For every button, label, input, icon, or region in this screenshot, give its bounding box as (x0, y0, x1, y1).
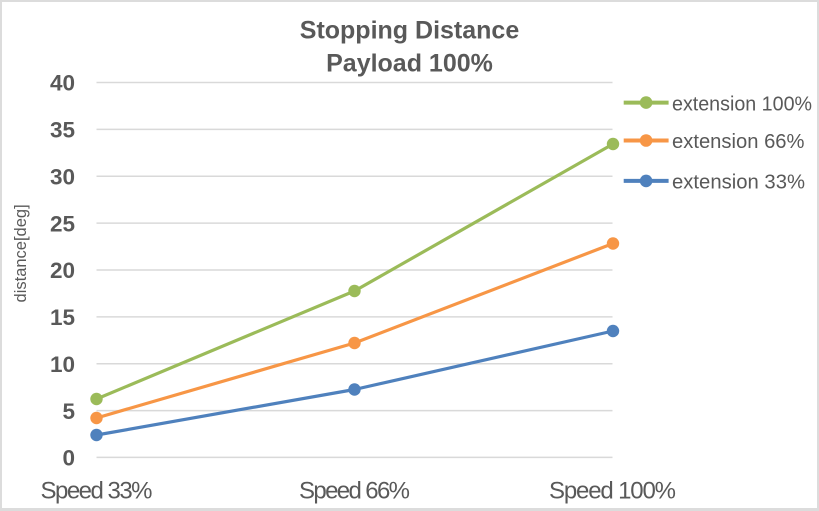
svg-text:0: 0 (62, 446, 75, 471)
svg-text:extension 33%: extension 33% (672, 172, 805, 194)
svg-text:distance[deg]: distance[deg] (12, 204, 30, 302)
svg-text:25: 25 (50, 211, 75, 236)
svg-text:extension 100%: extension 100% (672, 93, 812, 115)
svg-text:30: 30 (50, 164, 75, 189)
svg-text:Speed 66%: Speed 66% (299, 477, 410, 504)
svg-text:extension 66%: extension 66% (672, 131, 805, 153)
svg-text:40: 40 (50, 71, 75, 96)
svg-text:Payload 100%: Payload 100% (326, 50, 493, 78)
svg-text:15: 15 (50, 305, 75, 330)
svg-text:Stopping Distance: Stopping Distance (300, 16, 520, 44)
svg-text:Speed 33%: Speed 33% (41, 477, 153, 504)
svg-text:10: 10 (50, 352, 75, 377)
svg-text:5: 5 (62, 399, 75, 424)
svg-text:20: 20 (50, 258, 75, 283)
svg-text:35: 35 (50, 118, 75, 143)
svg-text:Speed 100%: Speed 100% (549, 477, 676, 504)
